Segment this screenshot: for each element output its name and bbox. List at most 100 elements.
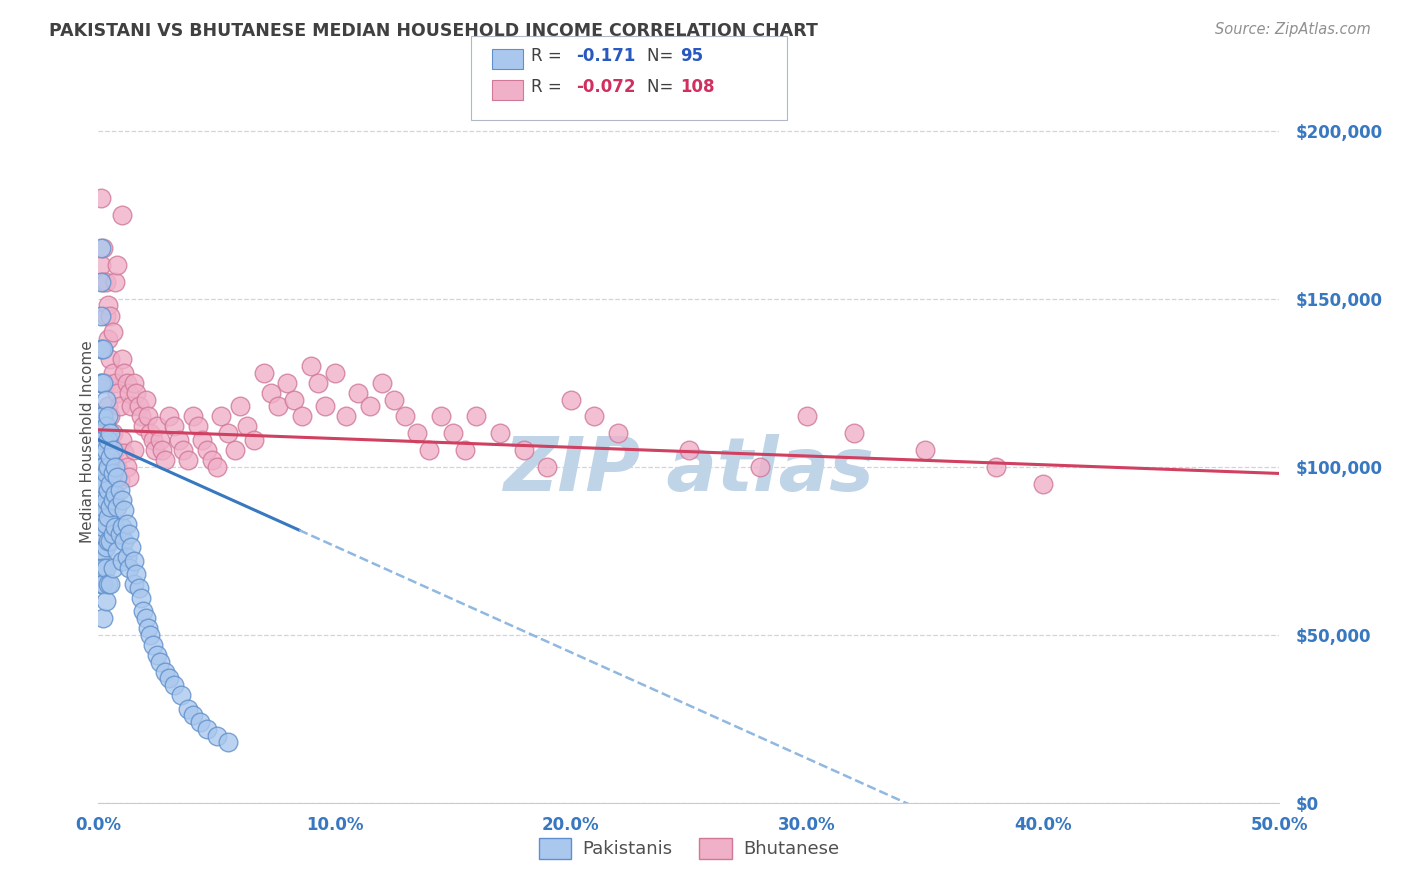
Point xyxy=(121,399,143,413)
Point xyxy=(125,567,148,582)
Point xyxy=(98,533,121,548)
Point xyxy=(90,376,112,390)
Point xyxy=(97,459,120,474)
Point xyxy=(135,611,157,625)
Point xyxy=(90,426,112,441)
Point xyxy=(97,332,120,346)
Point xyxy=(260,385,283,400)
Point xyxy=(122,577,145,591)
Point xyxy=(104,275,127,289)
Point xyxy=(94,442,117,457)
Point xyxy=(91,577,114,591)
Point xyxy=(91,520,114,534)
Point xyxy=(90,527,112,541)
Point xyxy=(111,493,134,508)
Point xyxy=(170,688,193,702)
Point xyxy=(91,543,114,558)
Point xyxy=(188,715,211,730)
Text: PAKISTANI VS BHUTANESE MEDIAN HOUSEHOLD INCOME CORRELATION CHART: PAKISTANI VS BHUTANESE MEDIAN HOUSEHOLD … xyxy=(49,22,818,40)
Point xyxy=(118,527,141,541)
Point xyxy=(91,409,114,424)
Point xyxy=(104,442,127,457)
Point xyxy=(98,500,121,514)
Point xyxy=(201,453,224,467)
Point xyxy=(111,433,134,447)
Point xyxy=(91,611,114,625)
Point xyxy=(157,672,180,686)
Point xyxy=(97,510,120,524)
Point xyxy=(149,433,172,447)
Point xyxy=(101,326,124,340)
Point xyxy=(94,541,117,555)
Point xyxy=(153,453,176,467)
Point xyxy=(844,426,866,441)
Point xyxy=(607,426,630,441)
Point xyxy=(94,392,117,407)
Point xyxy=(108,483,131,498)
Point xyxy=(101,527,124,541)
Point xyxy=(465,409,488,424)
Point xyxy=(122,376,145,390)
Text: N=: N= xyxy=(647,47,678,65)
Point xyxy=(307,376,329,390)
Point xyxy=(195,722,218,736)
Point xyxy=(97,409,120,424)
Point xyxy=(177,702,200,716)
Point xyxy=(90,191,112,205)
Point xyxy=(97,459,120,474)
Point xyxy=(94,594,117,608)
Point xyxy=(90,577,112,591)
Point xyxy=(335,409,357,424)
Point xyxy=(105,543,128,558)
Point xyxy=(98,309,121,323)
Text: 95: 95 xyxy=(681,47,703,65)
Point xyxy=(267,399,290,413)
Point xyxy=(205,459,228,474)
Point xyxy=(91,459,114,474)
Point xyxy=(112,366,135,380)
Point xyxy=(132,604,155,618)
Point xyxy=(98,476,121,491)
Point xyxy=(359,399,381,413)
Point xyxy=(121,541,143,555)
Point xyxy=(90,476,112,491)
Point xyxy=(229,399,252,413)
Point xyxy=(153,665,176,679)
Text: ZIP atlas: ZIP atlas xyxy=(503,434,875,507)
Point xyxy=(314,399,336,413)
Point xyxy=(748,459,770,474)
Point xyxy=(97,399,120,413)
Point xyxy=(91,500,114,514)
Point xyxy=(290,409,312,424)
Point xyxy=(101,486,124,500)
Point xyxy=(236,419,259,434)
Point xyxy=(139,426,162,441)
Point xyxy=(101,560,124,574)
Point xyxy=(243,433,266,447)
Point xyxy=(209,409,232,424)
Point xyxy=(984,459,1007,474)
Point xyxy=(177,453,200,467)
Point xyxy=(94,309,117,323)
Point xyxy=(108,473,131,487)
Point xyxy=(105,500,128,514)
Point xyxy=(382,392,405,407)
Point xyxy=(191,433,214,447)
Point xyxy=(94,275,117,289)
Point xyxy=(94,467,117,481)
Point xyxy=(181,409,204,424)
Point xyxy=(129,591,152,605)
Point xyxy=(112,446,135,460)
Point xyxy=(146,419,169,434)
Point xyxy=(142,638,165,652)
Text: N=: N= xyxy=(647,78,678,96)
Point xyxy=(122,442,145,457)
Point xyxy=(128,399,150,413)
Point xyxy=(94,376,117,390)
Point xyxy=(217,735,239,749)
Point xyxy=(90,241,112,255)
Point xyxy=(796,409,818,424)
Text: 108: 108 xyxy=(681,78,716,96)
Point xyxy=(108,527,131,541)
Point xyxy=(98,409,121,424)
